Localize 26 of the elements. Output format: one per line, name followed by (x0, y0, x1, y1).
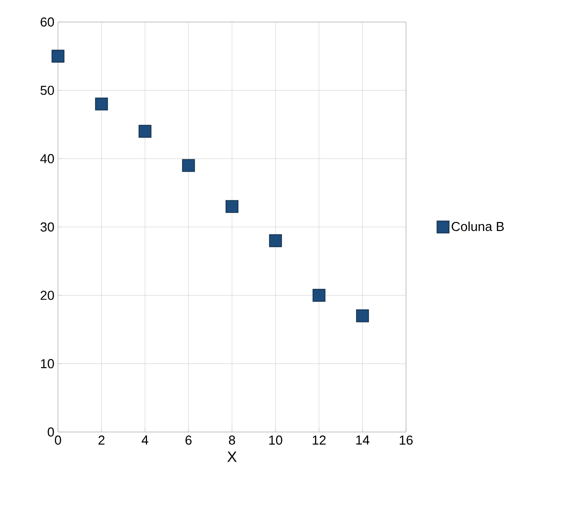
y-tick-label: 60 (40, 17, 54, 27)
x-tick-label: 8 (228, 436, 236, 445)
x-tick-label: 4 (142, 436, 148, 444)
y-tick-label: 40 (40, 154, 54, 164)
x-tick-label: 12 (312, 436, 326, 445)
point (312, 288, 326, 302)
x-tick-label: 16 (400, 436, 413, 445)
x-tick-label: 14 (356, 436, 370, 444)
y-tick-label: 50 (40, 86, 54, 95)
point (95, 98, 108, 110)
point (356, 309, 369, 322)
x-tick-label: 0 (54, 436, 62, 445)
point (269, 234, 282, 248)
x-tick-label: 6 (186, 436, 192, 445)
point (226, 200, 238, 213)
y-tick-label: 30 (40, 222, 54, 232)
point (52, 50, 64, 63)
x-tick-label: 2 (98, 436, 104, 445)
point (182, 159, 195, 172)
x-tick-label: 10 (269, 436, 282, 445)
legend-label: Coluna B (452, 222, 504, 232)
y-tick-label: 0 (48, 427, 54, 437)
y-tick-label: 10 (40, 359, 54, 368)
y-tick-label: 20 (40, 290, 54, 300)
x-axis-title: X (227, 452, 237, 462)
point (138, 124, 152, 138)
